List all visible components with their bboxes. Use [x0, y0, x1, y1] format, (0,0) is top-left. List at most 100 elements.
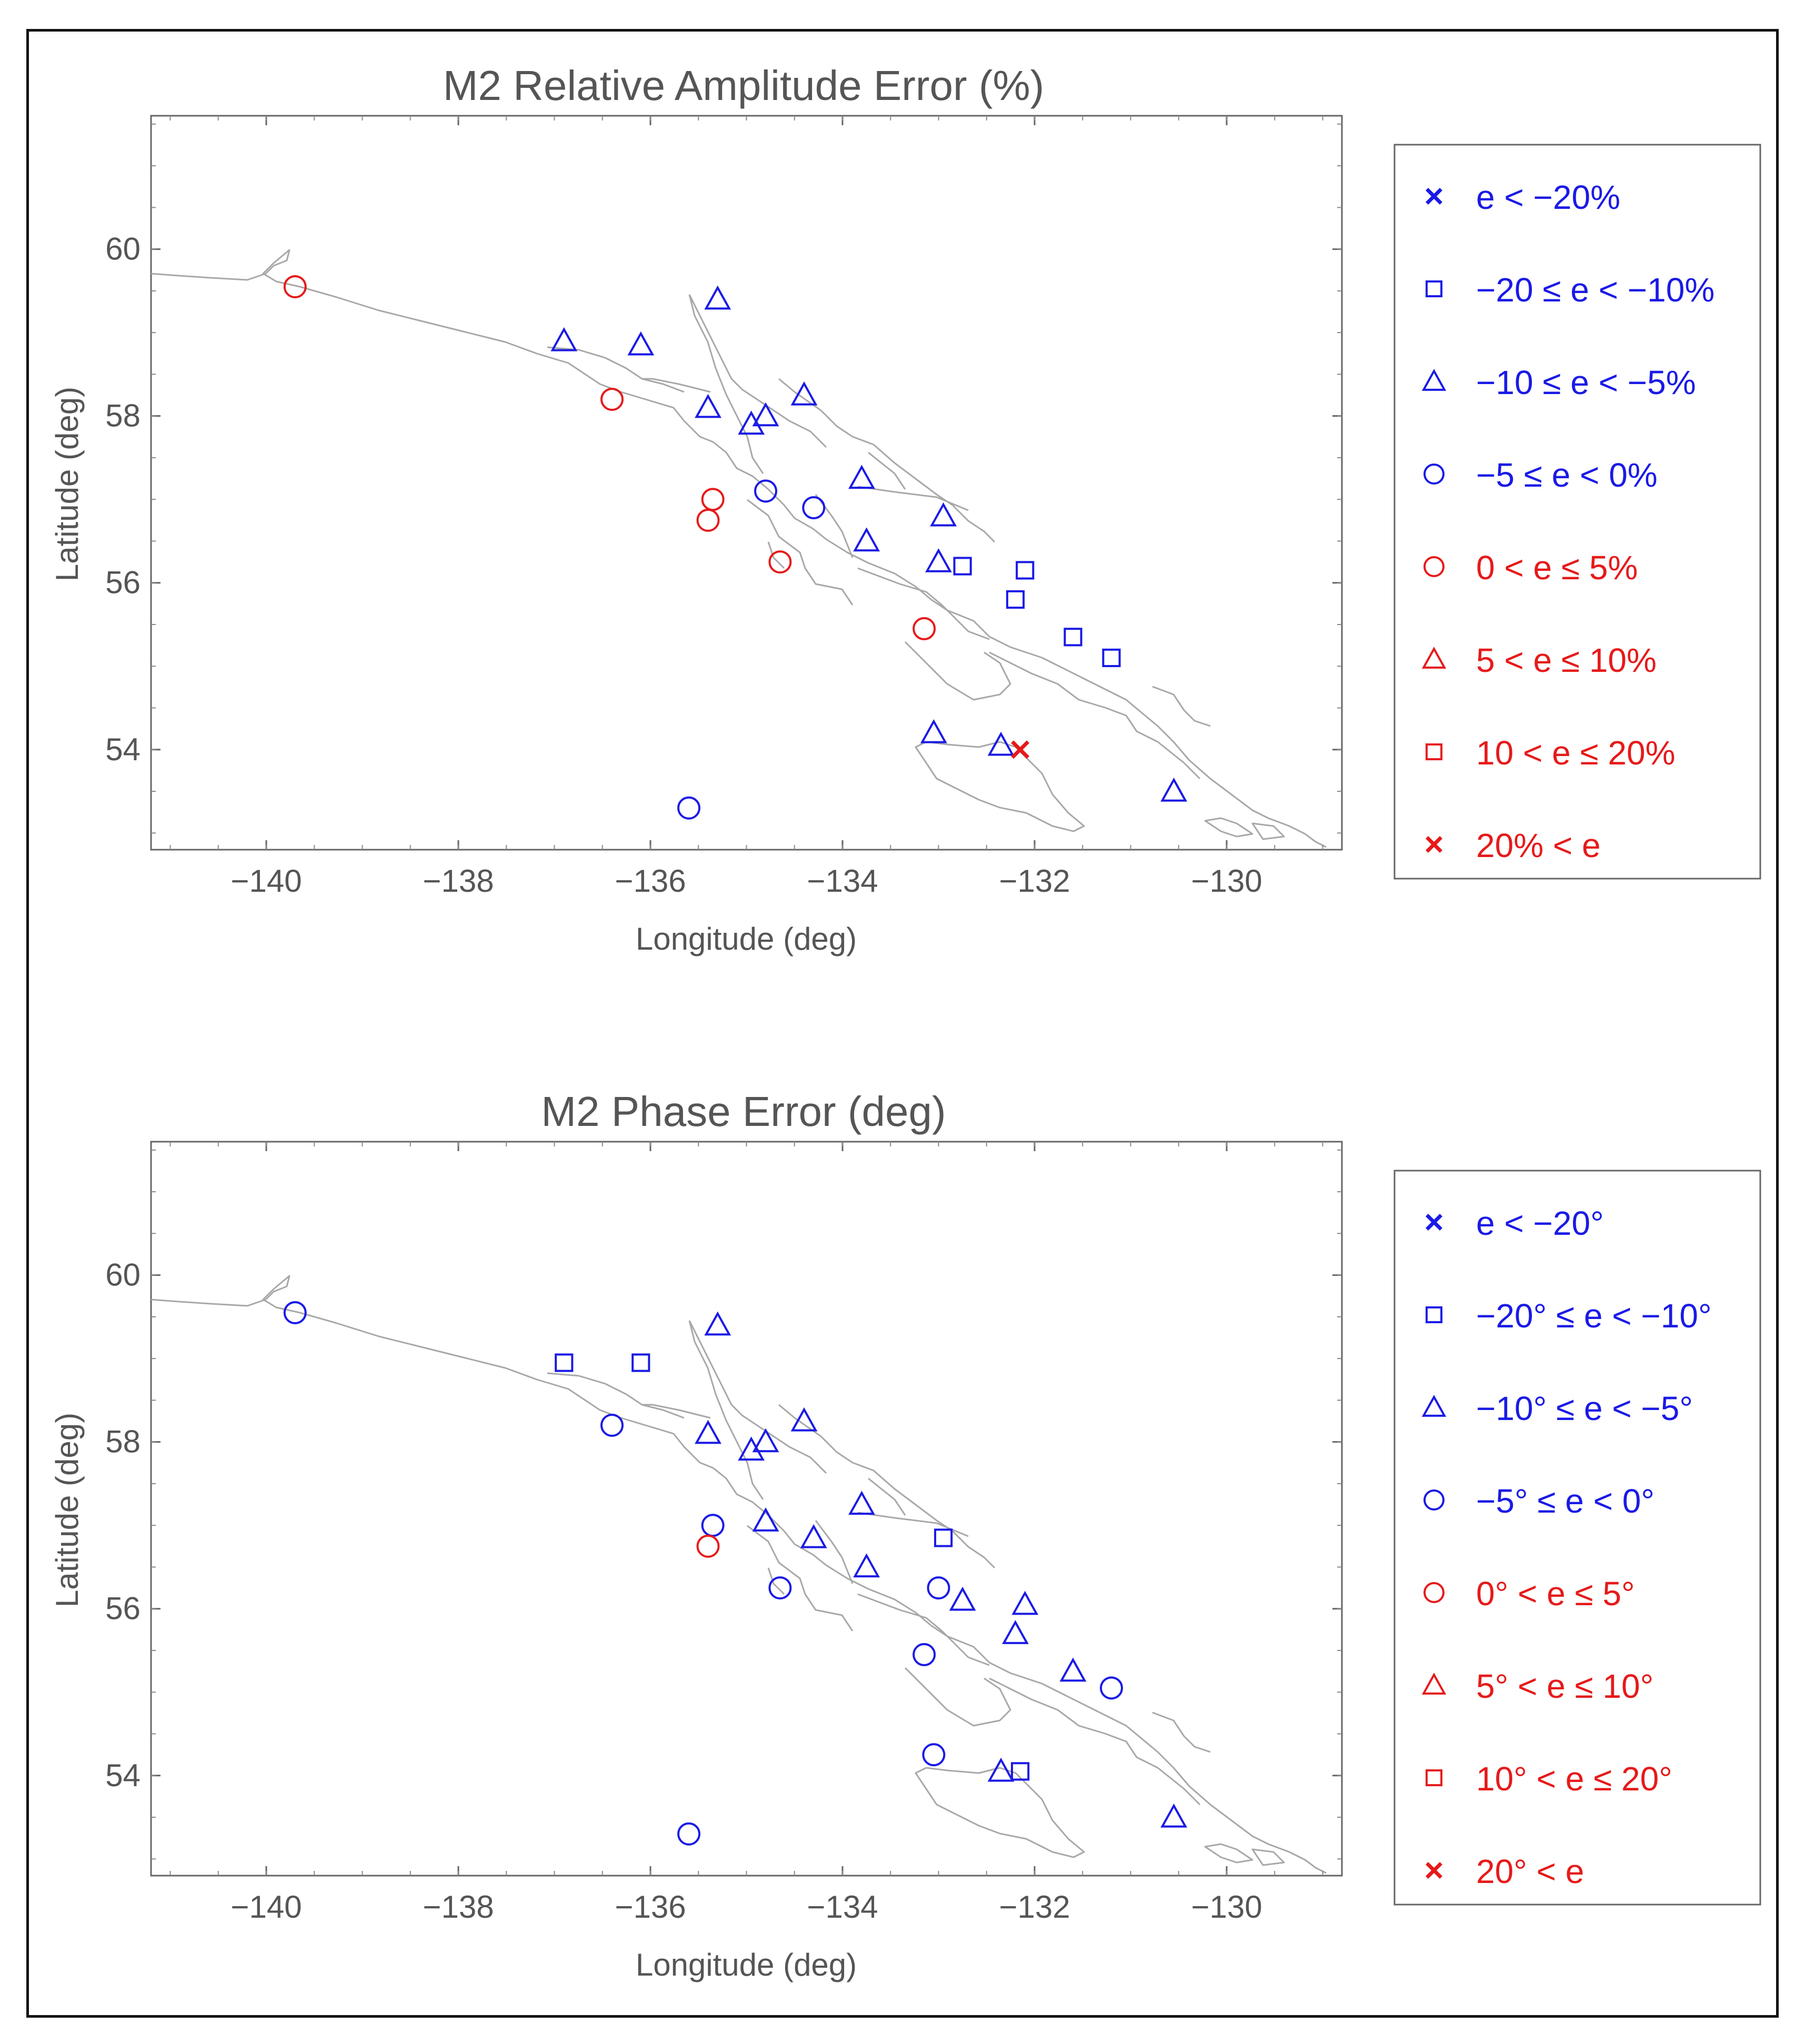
x-tick-label: −132 [999, 863, 1070, 899]
station-marker-circle-blue [1100, 1676, 1123, 1700]
station-marker-triangle-blue [704, 1311, 731, 1336]
legend-marker-square-blue [1425, 1306, 1443, 1324]
station-marker-triangle-blue [627, 331, 655, 356]
legend-marker-x-blue [1426, 1214, 1442, 1231]
coastline-segment [747, 499, 854, 606]
coastline-segment [747, 1525, 854, 1632]
coastline-segment [547, 346, 685, 393]
legend-marker-triangle-blue [1421, 1395, 1447, 1417]
coastline-segment [868, 1477, 906, 1516]
coastline-segment [688, 1320, 827, 1474]
x-tick-label: −138 [423, 863, 494, 899]
amplitude-panel: M2 Relative Amplitude Error (%) −140 −138… [49, 62, 1761, 956]
coastline-segment [642, 1404, 711, 1419]
legend-marker-circle-red [1423, 1582, 1445, 1603]
amplitude-x-axis-label: Longitude (deg) [636, 921, 857, 956]
legend-label: −20° ≤ e < −10° [1476, 1297, 1712, 1335]
legend-marker-square-red [1425, 1769, 1443, 1787]
y-tick-label: 54 [105, 732, 141, 767]
station-marker-circle-blue [912, 1643, 936, 1666]
station-marker-triangle-blue [738, 410, 765, 435]
station-marker-triangle-blue [752, 1507, 779, 1532]
station-marker-circle-blue [283, 1301, 307, 1324]
legend-marker-circle-blue [1423, 464, 1445, 485]
coastline-segment [688, 294, 827, 448]
legend-label: 0° < e ≤ 5° [1476, 1575, 1635, 1613]
coastline-segment [151, 249, 1327, 848]
legend-marker-circle-blue [1423, 1489, 1445, 1511]
coastline-segment [1251, 1848, 1285, 1866]
legend-label: 20% < e [1476, 827, 1601, 864]
station-marker-square-blue [1102, 648, 1121, 667]
y-tick-label: 60 [105, 1257, 141, 1293]
coastline-segment [767, 541, 785, 569]
legend-label: 5 < e ≤ 10% [1476, 641, 1657, 679]
coastline-segment [767, 1567, 785, 1595]
coastline-segment [778, 1404, 996, 1569]
legend-label: 0 < e ≤ 5% [1476, 549, 1638, 587]
amplitude-title: M2 Relative Amplitude Error (%) [443, 62, 1045, 109]
station-marker-circle-red [696, 508, 720, 532]
station-marker-triangle-blue [752, 1428, 779, 1453]
station-marker-circle-blue [802, 496, 826, 520]
station-marker-circle-blue [600, 1413, 624, 1437]
coastline-segment [904, 1667, 1011, 1727]
legend-marker-square-blue [1425, 280, 1443, 298]
legend-label: 5° < e ≤ 10° [1476, 1667, 1653, 1705]
coastline-segment [1152, 1711, 1211, 1753]
coastline-segment [857, 1593, 990, 1666]
x-tick-label: −134 [807, 863, 878, 899]
station-marker-circle-blue [768, 1576, 792, 1600]
y-tick-label: 58 [105, 1424, 141, 1459]
station-marker-triangle-blue [790, 1407, 818, 1432]
coastline-segment [868, 451, 906, 490]
coastline-segment [778, 378, 996, 543]
phase-x-axis-label: Longitude (deg) [636, 1947, 857, 1982]
station-marker-circle-red [696, 1534, 720, 1558]
legend-marker-circle-red [1423, 556, 1445, 577]
legend-label: 10° < e ≤ 20° [1476, 1760, 1672, 1798]
phase-plot-area [150, 1141, 1343, 1877]
phase-y-axis-label: Latitude (deg) [49, 1413, 85, 1607]
x-tick-label: −138 [423, 1889, 494, 1925]
legend-marker-x-blue [1426, 188, 1442, 205]
station-marker-triangle-blue [920, 719, 947, 743]
station-marker-circle-red [600, 387, 624, 411]
x-tick-label: −130 [1191, 863, 1262, 899]
station-marker-triangle-blue [1059, 1657, 1087, 1682]
station-marker-triangle-blue [1002, 1620, 1029, 1644]
station-marker-circle-red [283, 275, 307, 298]
coastline-segment [1204, 1843, 1254, 1864]
station-marker-triangle-blue [987, 731, 1015, 756]
legend-label: e < −20% [1476, 178, 1620, 216]
station-marker-circle-blue [754, 479, 777, 503]
legend-marker-x-red [1426, 836, 1442, 853]
coastline-segment [1152, 686, 1211, 727]
station-marker-triangle-blue [1160, 1803, 1188, 1828]
station-marker-triangle-blue [987, 1757, 1015, 1782]
x-tick-label: −140 [230, 1889, 302, 1925]
legend-label: 20° < e [1476, 1852, 1584, 1890]
coastline-segment [904, 641, 1011, 701]
station-marker-triangle-blue [930, 502, 957, 527]
coastline-segment [857, 486, 969, 511]
station-marker-x-red [1011, 740, 1030, 759]
coastline-segment [915, 741, 1085, 832]
x-tick-label: −134 [807, 1889, 878, 1925]
phase-legend-items: e < −20° −20° ≤ e < −10° −10° ≤ e < −5° −5°… [1421, 1204, 1712, 1890]
coastline-segment [989, 1677, 1201, 1806]
station-marker-triangle-blue [848, 465, 875, 489]
station-marker-triangle-blue [853, 527, 880, 552]
station-marker-triangle-blue [1011, 1590, 1039, 1615]
y-tick-label: 58 [105, 398, 141, 434]
x-tick-label: −136 [615, 863, 686, 899]
phase-markers [283, 1301, 1188, 1846]
amplitude-y-ticks: 60 58 56 54 [105, 123, 1342, 834]
station-marker-square-blue [631, 1353, 650, 1372]
station-marker-square-blue [1006, 590, 1025, 609]
amplitude-legend-items: e < −20% −20 ≤ e < −10% −10 ≤ e < −5% −5 ≤ … [1421, 178, 1714, 864]
station-marker-triangle-blue [738, 1436, 765, 1461]
station-marker-triangle-blue [704, 285, 731, 310]
station-marker-circle-red [768, 550, 792, 574]
station-marker-triangle-blue [790, 381, 818, 406]
